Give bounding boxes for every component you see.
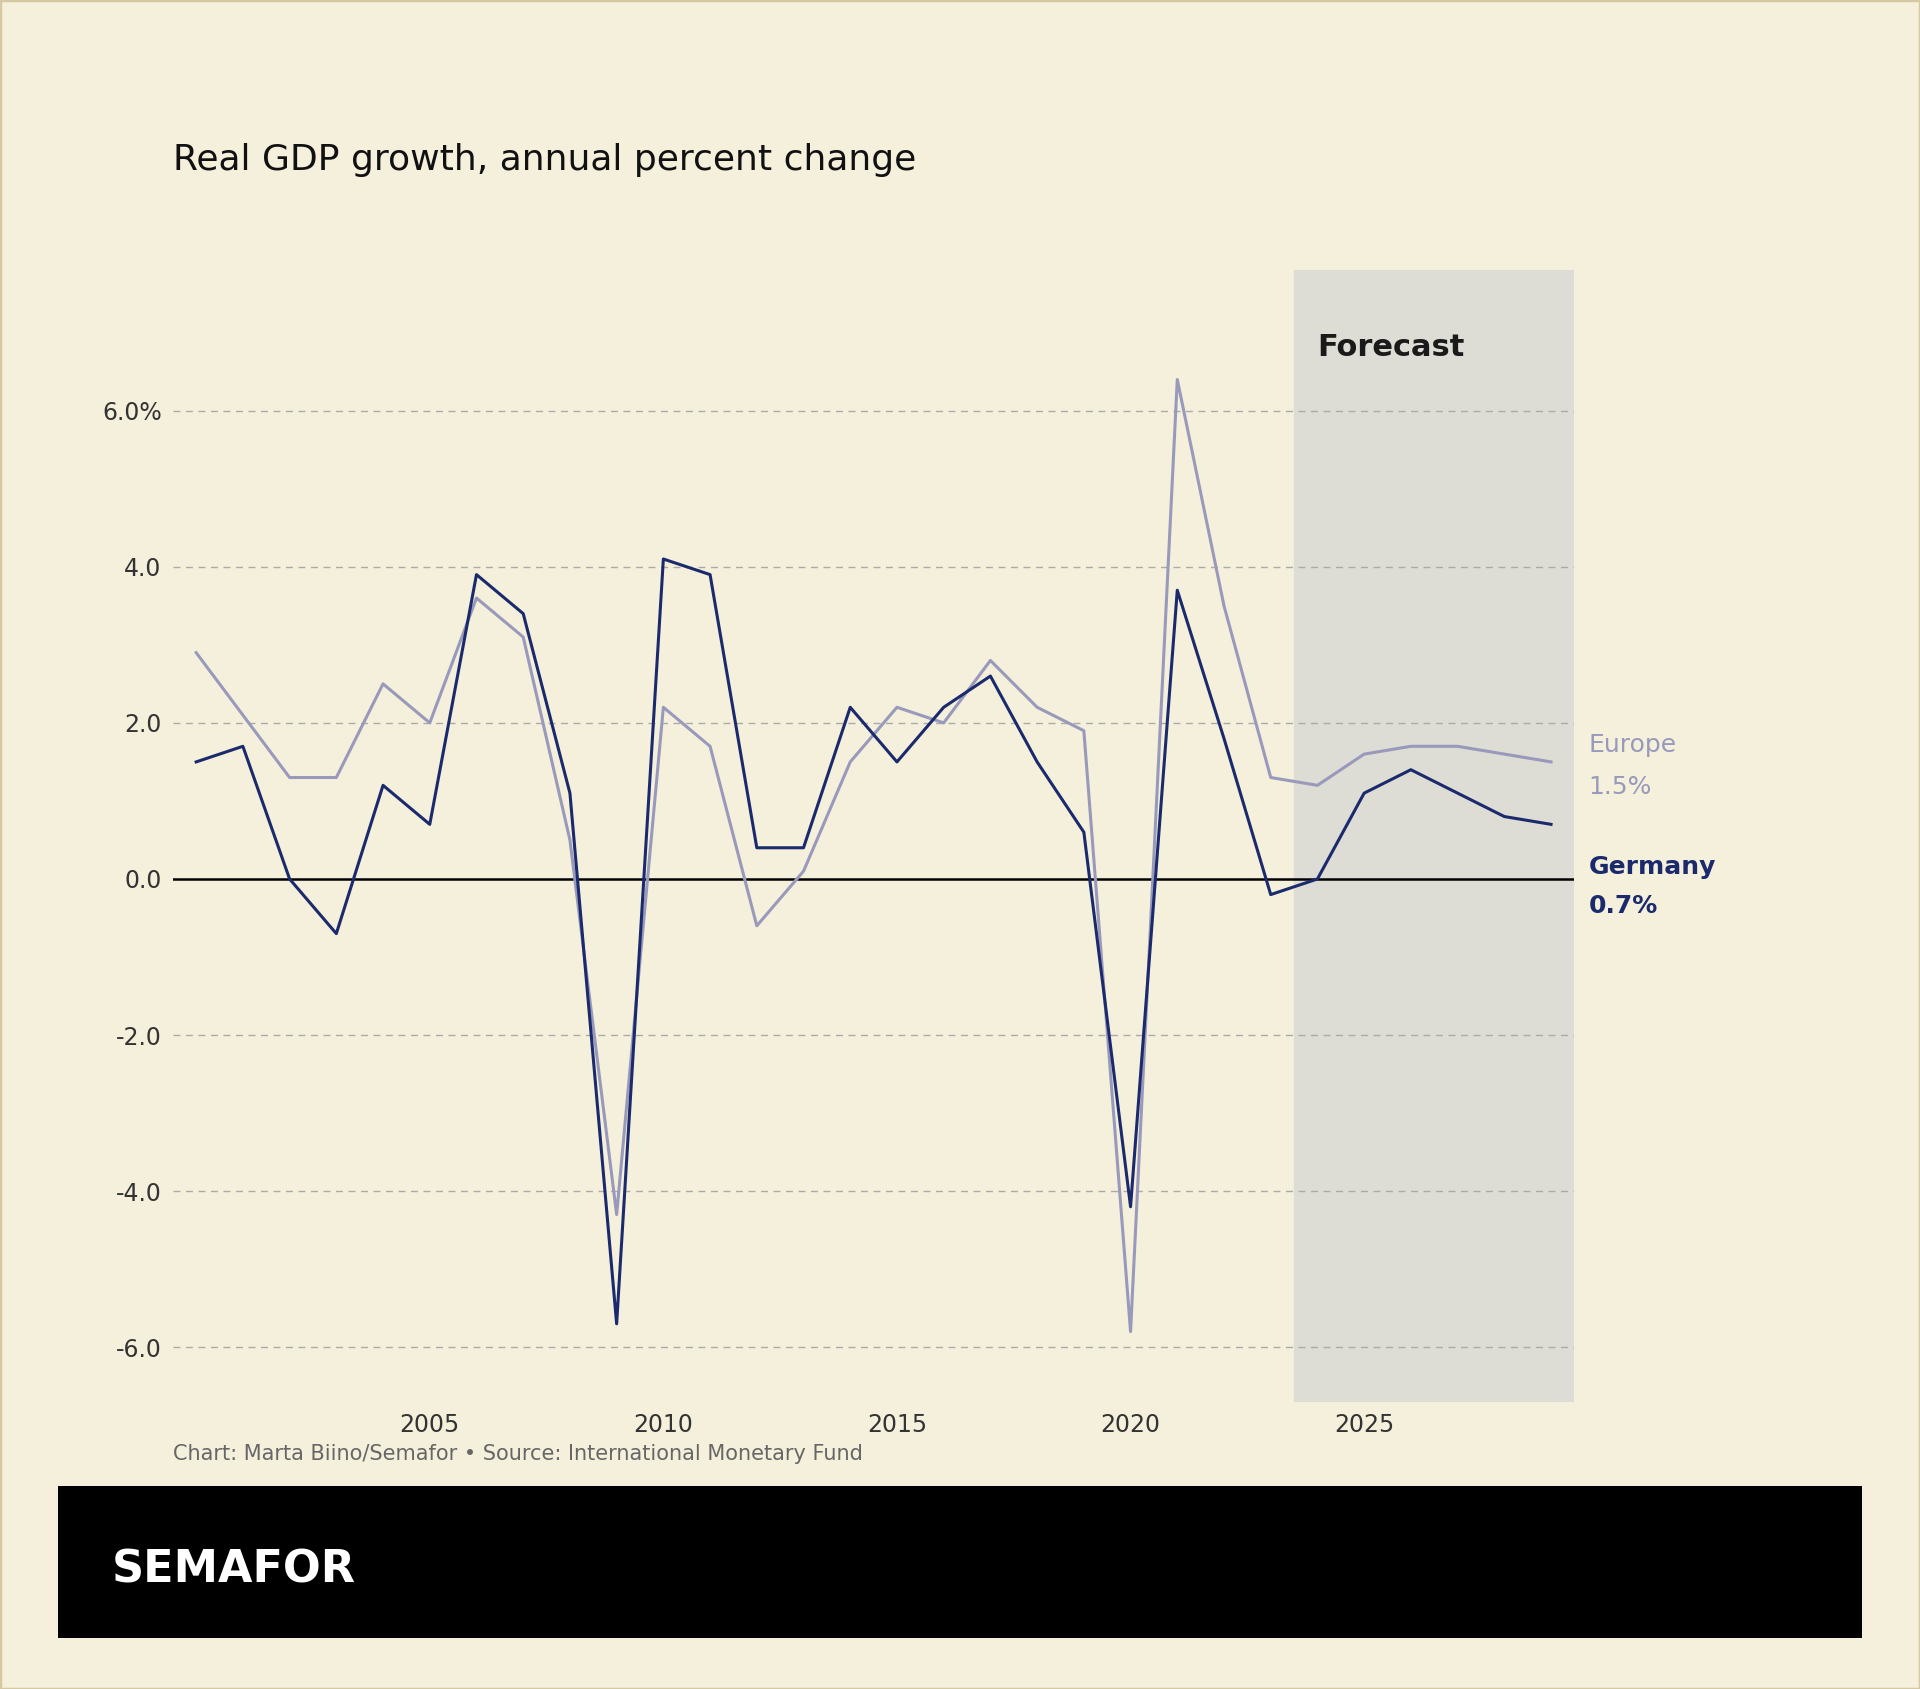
Text: 1.5%: 1.5% xyxy=(1588,775,1651,799)
Text: 0.7%: 0.7% xyxy=(1588,893,1657,919)
Text: Germany: Germany xyxy=(1588,855,1716,880)
Text: Europe: Europe xyxy=(1588,733,1676,757)
Text: SEMAFOR: SEMAFOR xyxy=(111,1549,355,1591)
Text: Chart: Marta Biino/Semafor • Source: International Monetary Fund: Chart: Marta Biino/Semafor • Source: Int… xyxy=(173,1444,862,1464)
Bar xyxy=(1294,270,1597,1402)
Text: Forecast: Forecast xyxy=(1317,333,1465,361)
Text: Real GDP growth, annual percent change: Real GDP growth, annual percent change xyxy=(173,144,916,177)
